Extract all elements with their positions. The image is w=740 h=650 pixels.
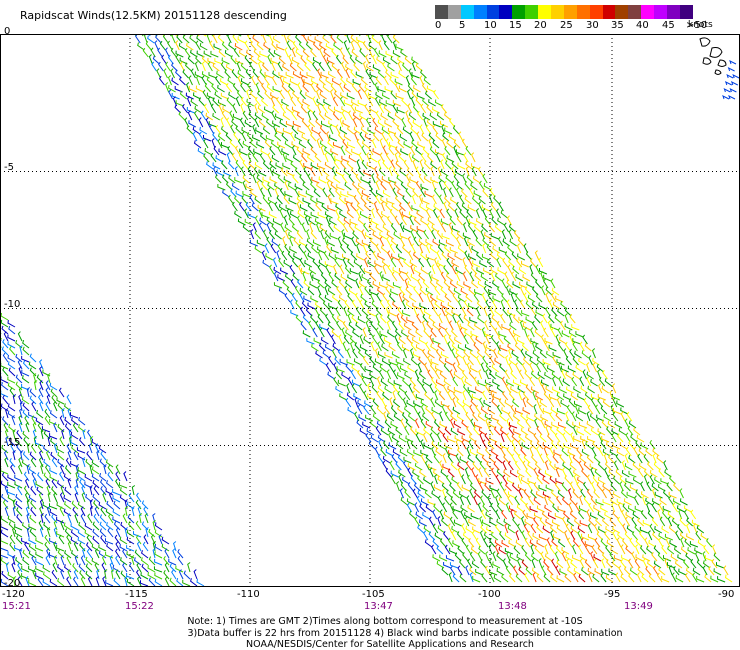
colorbar-swatch <box>551 5 564 19</box>
colorbar-label: 5 <box>459 20 466 31</box>
colorbar-swatch <box>525 5 539 19</box>
lon-label: -120 <box>2 589 25 600</box>
lon-label: -95 <box>604 589 621 600</box>
coastline-galapagos <box>699 37 727 75</box>
colorbar-swatch <box>538 5 552 19</box>
colorbar-swatch <box>628 5 642 19</box>
colorbar-swatch <box>435 5 448 19</box>
time-label: 13:48 <box>498 601 527 612</box>
colorbar-swatch <box>615 5 629 19</box>
lon-label: -105 <box>362 589 385 600</box>
time-label: 15:22 <box>125 601 154 612</box>
colorbar-swatch <box>473 5 487 19</box>
lon-label: -115 <box>125 589 148 600</box>
colorbar-units-text: knots <box>688 20 713 30</box>
lat-label: -20 <box>4 578 21 589</box>
colorbar-swatch <box>563 5 577 19</box>
colorbar-units: knots <box>688 20 713 30</box>
time-label: 13:47 <box>364 601 393 612</box>
colorbar-label: 25 <box>560 20 573 31</box>
colorbar-swatch <box>602 5 616 19</box>
note-line-1: Note: 1) Times are GMT 2)Times along bot… <box>187 616 583 627</box>
colorbar-label: 30 <box>586 20 599 31</box>
colorbar-swatch <box>667 5 680 19</box>
lon-label: -100 <box>478 589 501 600</box>
colorbar-label: 45 <box>662 20 675 31</box>
colorbar-label: >50 <box>686 20 708 31</box>
colorbar-label: 20 <box>534 20 547 31</box>
lat-label: 0 <box>4 26 11 37</box>
colorbar-swatch <box>679 5 693 19</box>
grid-lines <box>0 34 740 587</box>
time-label: 15:21 <box>2 601 31 612</box>
wind-speed-colorbar <box>435 5 693 19</box>
colorbar-swatch <box>576 5 590 19</box>
colorbar-swatch <box>512 5 526 19</box>
colorbar-swatch <box>460 5 474 19</box>
map-title: Rapidscat Winds(12.5KM) 20151128 descend… <box>20 9 287 22</box>
colorbar-label: 0 <box>435 20 442 31</box>
colorbar-swatch <box>589 5 603 19</box>
colorbar-swatch <box>654 5 668 19</box>
lat-label: -10 <box>4 299 21 310</box>
note-line-2: 3)Data buffer is 22 hrs from 20151128 4)… <box>187 628 623 639</box>
wind-barbs <box>0 34 740 587</box>
colorbar-swatch <box>641 5 655 19</box>
colorbar-label: 35 <box>611 20 624 31</box>
note-line-3: NOAA/NESDIS/Center for Satellite Applica… <box>246 639 534 650</box>
time-label: 13:49 <box>624 601 653 612</box>
colorbar-label: 40 <box>636 20 649 31</box>
lat-label: -15 <box>4 437 21 448</box>
colorbar-swatch <box>486 5 500 19</box>
wind-map[interactable] <box>0 34 740 587</box>
lat-label: -5 <box>4 162 14 173</box>
colorbar-label: 15 <box>509 20 522 31</box>
colorbar-label: 10 <box>484 20 497 31</box>
colorbar-swatch <box>447 5 461 19</box>
lon-label: -90 <box>718 589 735 600</box>
lon-label: -110 <box>237 589 260 600</box>
colorbar-swatch <box>499 5 513 19</box>
